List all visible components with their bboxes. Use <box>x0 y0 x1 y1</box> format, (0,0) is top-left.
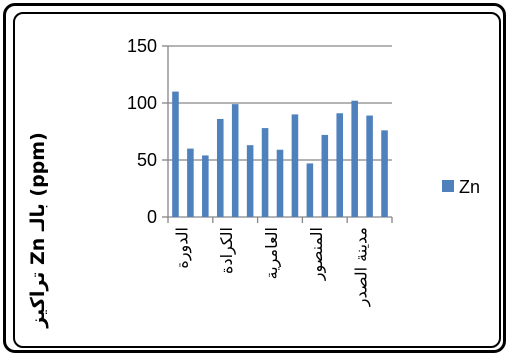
bar <box>351 100 358 217</box>
bar <box>246 145 254 217</box>
bar <box>231 104 239 217</box>
bar <box>366 115 373 217</box>
x-tick-label: الدورة <box>172 227 192 269</box>
y-axis-title: تراكيز Zn بالـ (ppm) <box>27 132 49 329</box>
y-tick-label: 150 <box>127 36 157 56</box>
y-tick-label: 0 <box>147 207 157 227</box>
bars <box>172 91 388 217</box>
bar <box>202 155 209 217</box>
bar <box>172 91 179 217</box>
inner-border <box>13 12 501 348</box>
x-tick-label: مدينة الصدر <box>352 227 372 307</box>
y-tick-label: 50 <box>137 150 157 170</box>
x-tick-labels: الدورة الكرادة العامرية المنصور مدينة الصدر <box>172 227 371 307</box>
bar <box>216 118 224 217</box>
y-tick-labels: 0 50 100 150 <box>127 36 157 227</box>
bar <box>381 130 388 217</box>
bar <box>306 163 314 217</box>
legend-label: Zn <box>459 177 480 197</box>
bar <box>291 114 299 217</box>
y-tick-label: 100 <box>127 93 157 113</box>
legend: Zn <box>442 177 480 197</box>
outer-border <box>3 3 506 353</box>
bar <box>261 128 269 217</box>
bar <box>336 113 344 217</box>
bar <box>187 148 194 217</box>
x-tick-label: الكرادة <box>217 227 237 274</box>
x-tick-label: المنصور <box>307 227 327 281</box>
bar <box>321 134 329 217</box>
legend-swatch <box>442 180 454 192</box>
bar <box>276 149 284 217</box>
x-tick-label: العامرية <box>262 227 282 279</box>
gridlines <box>168 45 392 161</box>
